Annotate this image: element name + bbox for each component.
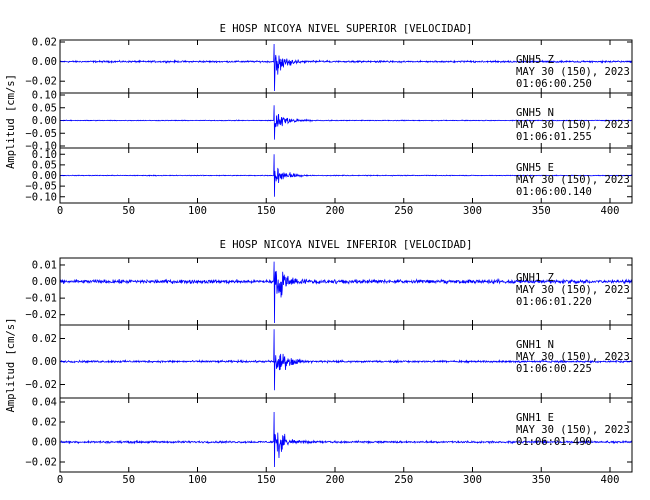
- x-tick-label: 150: [257, 205, 276, 217]
- y-tick-label: 0.00: [32, 276, 57, 288]
- y-tick-label: −0.02: [25, 76, 57, 88]
- x-tick-label: 200: [326, 474, 345, 486]
- trace-date-label: MAY 30 (150), 2023: [516, 119, 630, 131]
- chart-2: E HOSP NICOYA NIVEL INFERIOR [VELOCIDAD]…: [5, 239, 633, 486]
- y-axis-label: Amplitud [cm/s]: [5, 74, 17, 169]
- y-tick-label: −0.10: [25, 191, 57, 203]
- x-tick-label: 350: [532, 474, 551, 486]
- y-tick-label: −0.05: [25, 181, 57, 193]
- trace-station-label: GNH1 E: [516, 412, 554, 424]
- y-tick-label: −0.05: [25, 128, 57, 140]
- trace-date-label: MAY 30 (150), 2023: [516, 174, 630, 186]
- trace-time-label: 01:06:01.220: [516, 296, 592, 308]
- y-tick-label: 0.02: [32, 417, 57, 429]
- chart-title: E HOSP NICOYA NIVEL INFERIOR [VELOCIDAD]: [220, 239, 473, 251]
- waveform-trace: [59, 411, 633, 468]
- trace-station-label: GNH5 E: [516, 162, 554, 174]
- y-tick-label: 0.10: [32, 149, 57, 161]
- y-tick-label: −0.02: [25, 379, 57, 391]
- trace-time-label: 01:06:00.140: [516, 186, 592, 198]
- y-tick-label: 0.02: [32, 333, 57, 345]
- trace-date-label: MAY 30 (150), 2023: [516, 284, 630, 296]
- y-tick-label: −0.01: [25, 293, 57, 305]
- x-tick-label: 0: [57, 474, 63, 486]
- y-tick-label: 0.10: [32, 90, 57, 102]
- trace-station-label: GNH5 Z: [516, 54, 554, 66]
- y-tick-label: 0.04: [32, 397, 57, 409]
- panel-frame: [59, 397, 633, 473]
- x-tick-label: 50: [122, 474, 135, 486]
- panel-frame: [59, 147, 633, 204]
- x-tick-label: 100: [188, 474, 207, 486]
- x-tick-label: 400: [601, 205, 620, 217]
- trace-station-label: GNH5 N: [516, 107, 554, 119]
- trace-station-label: GNH1 Z: [516, 272, 554, 284]
- waveform-trace: [59, 329, 633, 391]
- y-tick-label: −0.10: [25, 141, 57, 153]
- x-tick-label: 100: [188, 205, 207, 217]
- x-tick-label: 250: [394, 205, 413, 217]
- x-tick-label: 350: [532, 205, 551, 217]
- y-tick-label: 0.00: [32, 437, 57, 449]
- y-tick-label: −0.02: [25, 309, 57, 321]
- y-tick-label: 0.05: [32, 159, 57, 171]
- y-tick-label: −0.02: [25, 457, 57, 469]
- trace-time-label: 01:06:01.255: [516, 131, 592, 143]
- x-tick-label: 0: [57, 205, 63, 217]
- trace-station-label: GNH1 N: [516, 339, 554, 351]
- waveform-trace: [59, 154, 633, 197]
- y-tick-label: 0.00: [32, 170, 57, 182]
- x-tick-label: 250: [394, 474, 413, 486]
- trace-time-label: 01:06:01.490: [516, 436, 592, 448]
- y-tick-label: 0.05: [32, 102, 57, 114]
- x-tick-label: 150: [257, 474, 276, 486]
- x-tick-label: 300: [463, 474, 482, 486]
- waveform-trace: [59, 43, 633, 92]
- x-tick-label: 300: [463, 205, 482, 217]
- trace-date-label: MAY 30 (150), 2023: [516, 351, 630, 363]
- y-axis-label: Amplitud [cm/s]: [5, 318, 17, 413]
- y-tick-label: 0.01: [32, 259, 57, 271]
- waveform-trace: [59, 105, 633, 140]
- y-tick-label: 0.00: [32, 115, 57, 127]
- x-tick-label: 400: [601, 474, 620, 486]
- x-tick-label: 200: [326, 205, 345, 217]
- trace-date-label: MAY 30 (150), 2023: [516, 424, 630, 436]
- chart-1: E HOSP NICOYA NIVEL SUPERIOR [VELOCIDAD]…: [5, 23, 633, 217]
- trace-time-label: 01:06:00.225: [516, 363, 592, 375]
- y-tick-label: 0.02: [32, 37, 57, 49]
- waveform-trace: [59, 261, 633, 324]
- y-tick-label: 0.00: [32, 56, 57, 68]
- trace-time-label: 01:06:00.250: [516, 78, 592, 90]
- trace-date-label: MAY 30 (150), 2023: [516, 66, 630, 78]
- chart-title: E HOSP NICOYA NIVEL SUPERIOR [VELOCIDAD]: [220, 23, 473, 35]
- x-tick-label: 50: [122, 205, 135, 217]
- y-tick-label: 0.00: [32, 356, 57, 368]
